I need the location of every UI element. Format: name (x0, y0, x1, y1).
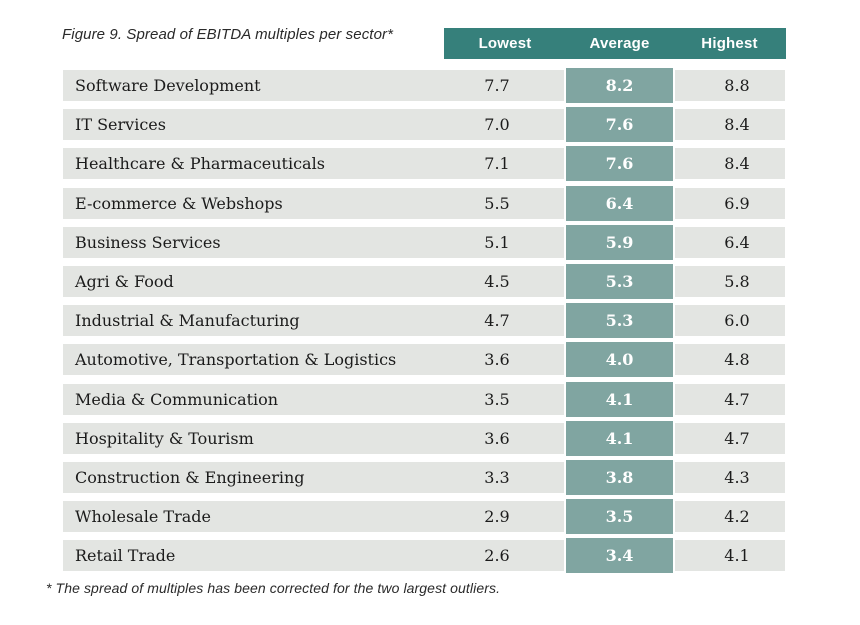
sector-label: Construction & Engineering (63, 461, 430, 493)
table-row: Agri & Food 4.5 5.3 5.8 (63, 263, 785, 299)
sector-label: Hospitality & Tourism (63, 422, 430, 454)
lowest-value: 4.5 (430, 265, 564, 297)
table-row: Healthcare & Pharmaceuticals 7.1 7.6 8.4 (63, 146, 785, 182)
lowest-value: 3.6 (430, 344, 564, 376)
highest-value: 4.8 (675, 344, 785, 376)
lowest-value: 3.5 (430, 383, 564, 415)
table-row: Hospitality & Tourism 3.6 4.1 4.7 (63, 420, 785, 456)
sector-label: Automotive, Transportation & Logistics (63, 344, 430, 376)
table-row: E-commerce & Webshops 5.5 6.4 6.9 (63, 185, 785, 221)
lowest-value: 5.1 (430, 226, 564, 258)
column-header-lowest: Lowest (478, 35, 532, 52)
sector-label: Agri & Food (63, 265, 430, 297)
average-value: 3.8 (566, 459, 673, 495)
highest-value: 6.9 (675, 187, 785, 219)
highest-value: 4.7 (675, 383, 785, 415)
highest-value: 6.0 (675, 305, 785, 337)
table-row: Construction & Engineering 3.3 3.8 4.3 (63, 459, 785, 495)
average-value: 5.3 (566, 263, 673, 299)
column-header-average: Average (589, 35, 650, 52)
highest-value: 4.2 (675, 501, 785, 533)
table-row: IT Services 7.0 7.6 8.4 (63, 107, 785, 143)
column-header-highest: Highest (701, 35, 758, 52)
sector-label: Business Services (63, 226, 430, 258)
highest-value: 8.8 (675, 70, 785, 101)
figure-footnote: * The spread of multiples has been corre… (46, 580, 501, 596)
average-value: 4.1 (566, 420, 673, 456)
highest-value: 4.3 (675, 461, 785, 493)
sector-label: Retail Trade (63, 540, 430, 572)
lowest-value: 2.6 (430, 540, 564, 572)
average-value: 3.5 (566, 499, 673, 535)
highest-value: 8.4 (675, 148, 785, 180)
sector-label: Industrial & Manufacturing (63, 305, 430, 337)
lowest-value: 3.6 (430, 422, 564, 454)
sector-label: Software Development (63, 70, 430, 101)
sector-label: Wholesale Trade (63, 501, 430, 533)
table-row: Automotive, Transportation & Logistics 3.… (63, 342, 785, 378)
average-value: 4.0 (566, 342, 673, 378)
table-row: Wholesale Trade 2.9 3.5 4.2 (63, 499, 785, 535)
lowest-value: 7.0 (430, 109, 564, 141)
highest-value: 8.4 (675, 109, 785, 141)
table-row: Media & Communication 3.5 4.1 4.7 (63, 381, 785, 417)
average-value: 7.6 (566, 107, 673, 143)
highest-value: 4.1 (675, 540, 785, 572)
table-row: Industrial & Manufacturing 4.7 5.3 6.0 (63, 303, 785, 339)
average-value: 4.1 (566, 381, 673, 417)
lowest-value: 2.9 (430, 501, 564, 533)
highest-value: 4.7 (675, 422, 785, 454)
column-header-bar: Lowest Average Highest (444, 28, 786, 59)
lowest-value: 4.7 (430, 305, 564, 337)
lowest-value: 7.1 (430, 148, 564, 180)
average-value: 5.9 (566, 224, 673, 260)
average-value: 8.2 (566, 68, 673, 103)
highest-value: 6.4 (675, 226, 785, 258)
figure-title: Figure 9. Spread of EBITDA multiples per… (62, 26, 394, 43)
table-row: Business Services 5.1 5.9 6.4 (63, 224, 785, 260)
sector-label: Media & Communication (63, 383, 430, 415)
sector-label: E-commerce & Webshops (63, 187, 430, 219)
average-value: 3.4 (566, 538, 673, 574)
lowest-value: 7.7 (430, 70, 564, 101)
table-row: Software Development 7.7 8.2 8.8 (63, 68, 785, 103)
lowest-value: 5.5 (430, 187, 564, 219)
sector-label: IT Services (63, 109, 430, 141)
ebitda-table: Software Development 7.7 8.2 8.8 IT Services… (63, 68, 785, 579)
average-value: 5.3 (566, 303, 673, 339)
average-value: 7.6 (566, 146, 673, 182)
lowest-value: 3.3 (430, 461, 564, 493)
highest-value: 5.8 (675, 265, 785, 297)
table-row: Retail Trade 2.6 3.4 4.1 (63, 538, 785, 574)
average-value: 6.4 (566, 185, 673, 221)
sector-label: Healthcare & Pharmaceuticals (63, 148, 430, 180)
